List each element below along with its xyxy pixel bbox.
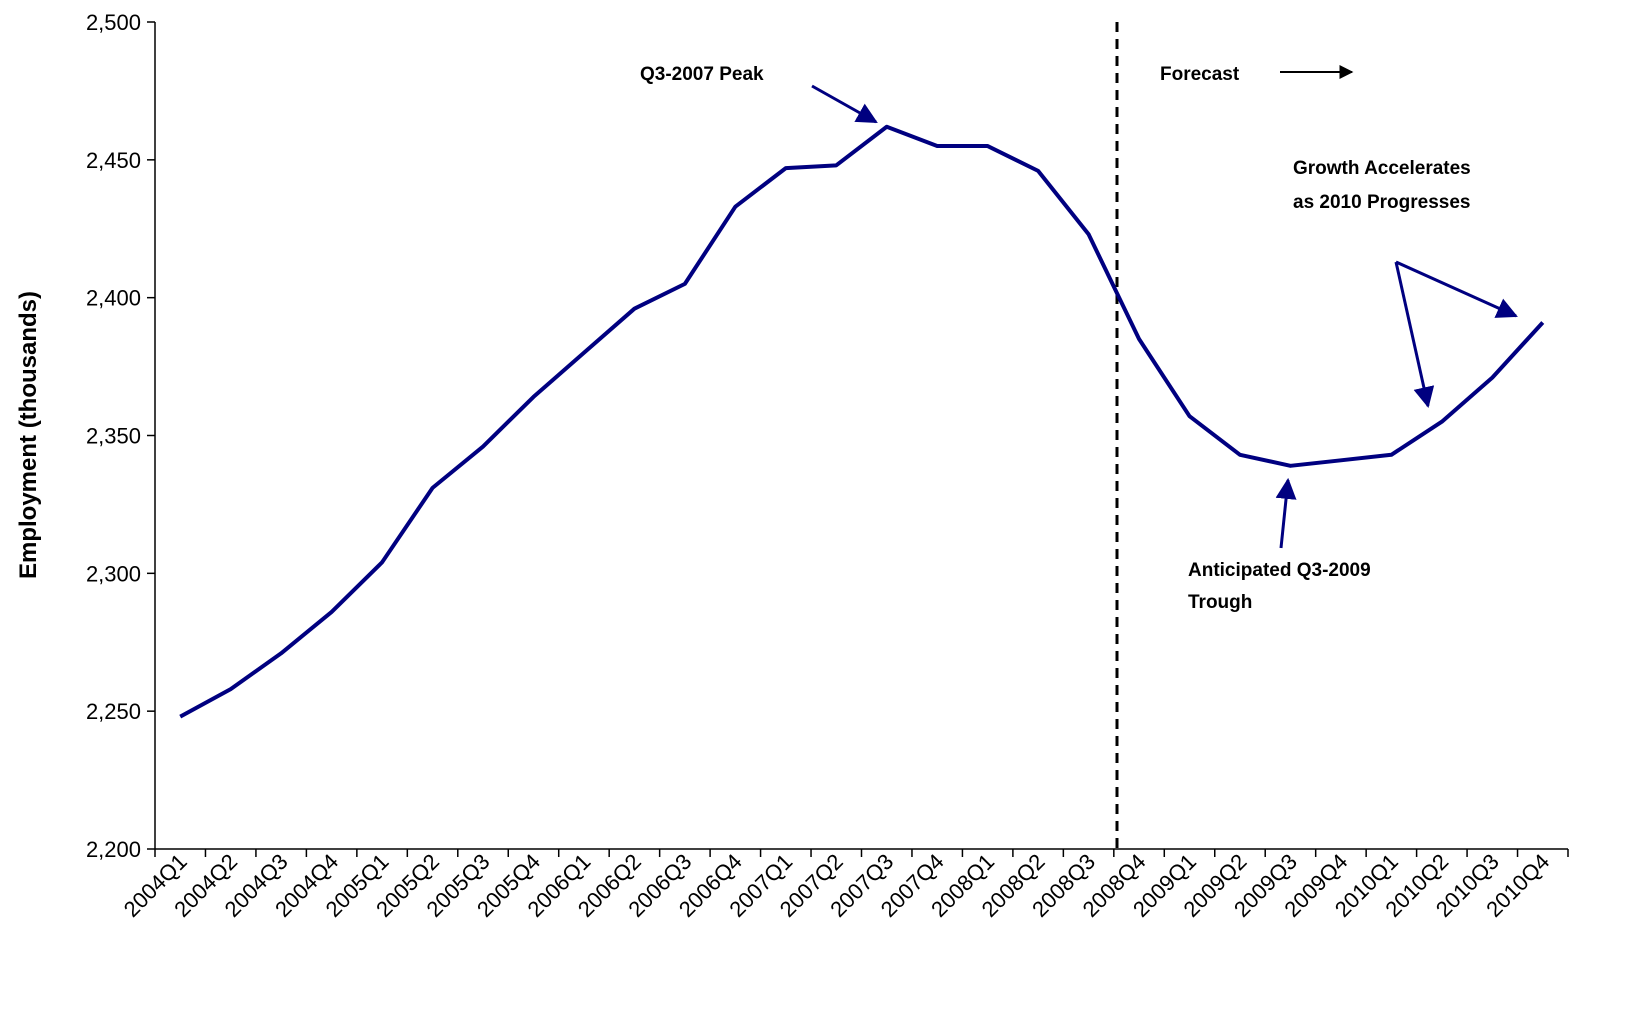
y-tick-label: 2,500	[86, 10, 141, 35]
arrow	[1394, 261, 1435, 409]
y-tick-label: 2,300	[86, 561, 141, 586]
annotation: Trough	[1188, 592, 1252, 613]
annotation: Forecast	[1160, 64, 1240, 85]
annotation: as 2010 Progresses	[1293, 192, 1470, 213]
annotation: Growth Accelerates	[1293, 158, 1471, 179]
annotation: Q3-2007 Peak	[640, 64, 764, 85]
y-tick-label: 2,350	[86, 424, 141, 449]
y-tick-label: 2,400	[86, 286, 141, 311]
arrow	[1395, 260, 1518, 318]
y-tick-label: 2,250	[86, 699, 141, 724]
y-axis-label: Employment (thousands)	[15, 291, 42, 579]
line	[179, 124, 1545, 719]
arrow	[811, 84, 878, 124]
y-tick-label: 2,450	[86, 148, 141, 173]
arrow	[1275, 477, 1297, 549]
annotation: Anticipated Q3-2009	[1188, 560, 1371, 581]
y-tick-label: 2,200	[86, 837, 141, 862]
